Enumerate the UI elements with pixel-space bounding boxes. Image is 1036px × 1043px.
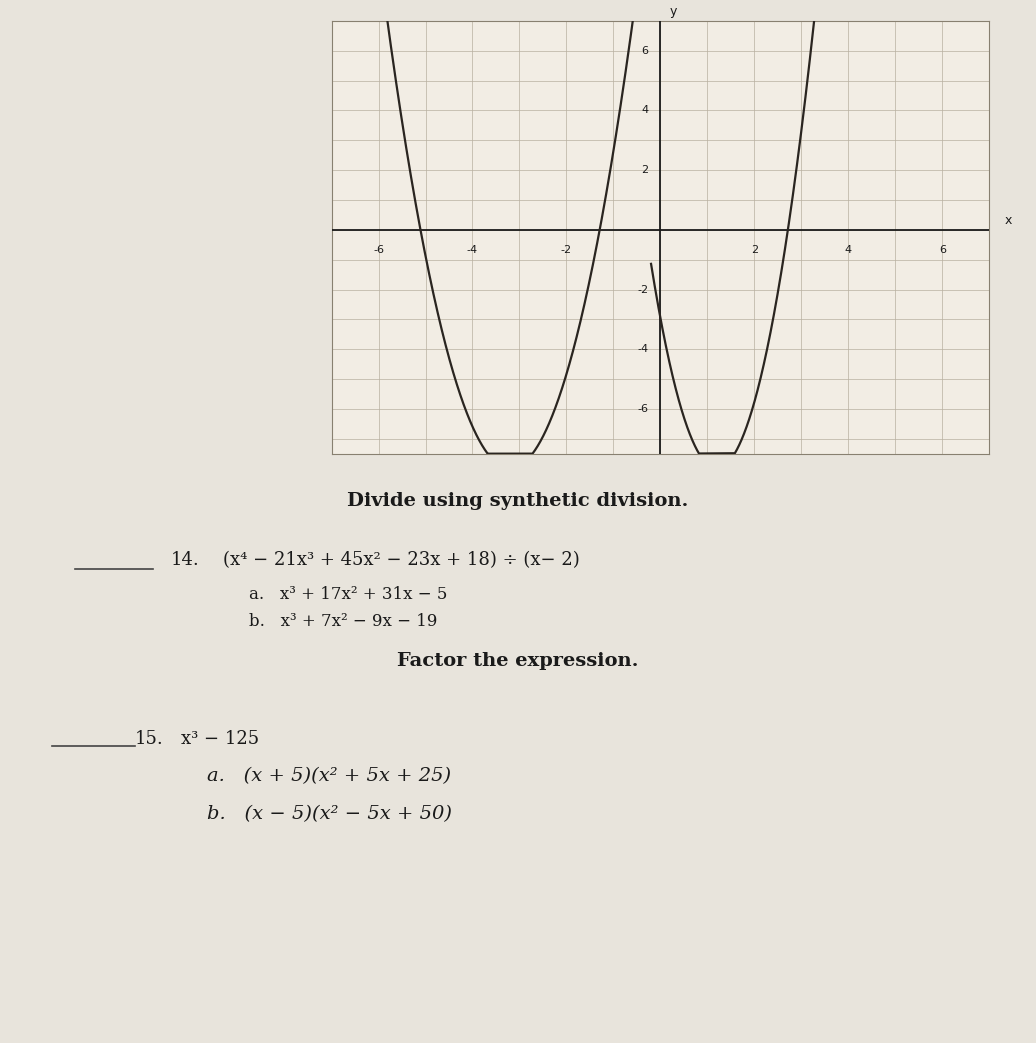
Text: b.   (x − 5)(x² − 5x + 50): b. (x − 5)(x² − 5x + 50) — [207, 805, 452, 823]
Text: -6: -6 — [638, 404, 649, 414]
Text: -4: -4 — [637, 344, 649, 355]
Text: 6: 6 — [939, 245, 946, 254]
Text: Factor the expression.: Factor the expression. — [397, 652, 639, 670]
Text: y: y — [670, 5, 678, 18]
Text: 4: 4 — [844, 245, 852, 254]
Text: 15.: 15. — [135, 730, 164, 748]
Text: Divide using synthetic division.: Divide using synthetic division. — [347, 492, 689, 510]
Text: 2: 2 — [751, 245, 758, 254]
Text: -2: -2 — [637, 285, 649, 294]
Text: 14.: 14. — [171, 551, 200, 568]
Text: a.   (x + 5)(x² + 5x + 25): a. (x + 5)(x² + 5x + 25) — [207, 767, 452, 784]
Text: a.   x³ + 17x² + 31x − 5: a. x³ + 17x² + 31x − 5 — [249, 586, 447, 603]
Text: 2: 2 — [641, 165, 649, 175]
Text: -2: -2 — [560, 245, 572, 254]
Text: 4: 4 — [641, 105, 649, 116]
Text: x: x — [1005, 214, 1012, 226]
Text: -4: -4 — [467, 245, 478, 254]
Text: x³ − 125: x³ − 125 — [181, 730, 259, 748]
Text: (x⁴ − 21x³ + 45x² − 23x + 18) ÷ (x− 2): (x⁴ − 21x³ + 45x² − 23x + 18) ÷ (x− 2) — [223, 551, 579, 568]
Text: 6: 6 — [641, 46, 649, 55]
Text: -6: -6 — [373, 245, 384, 254]
Text: b.   x³ + 7x² − 9x − 19: b. x³ + 7x² − 9x − 19 — [249, 613, 437, 630]
